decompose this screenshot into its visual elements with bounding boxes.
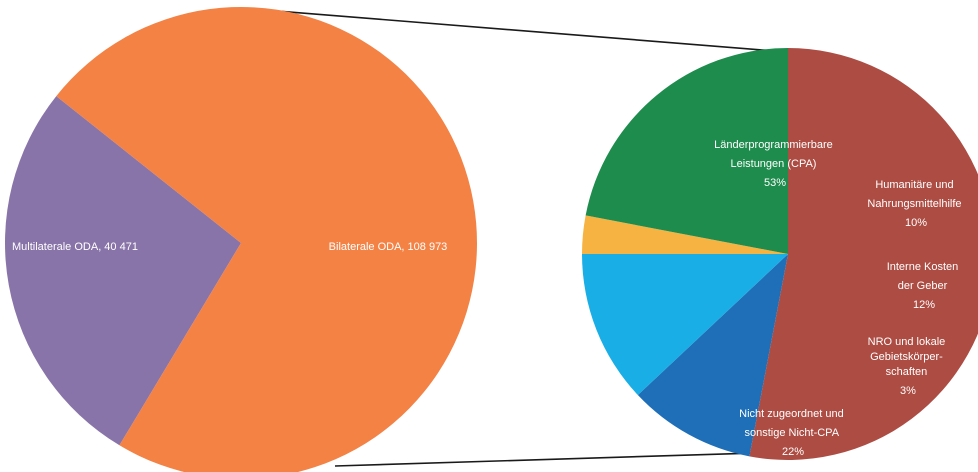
detail-pie-slice-1 — [637, 254, 788, 457]
label-bilateral-oda: Bilaterale ODA, 108 973 — [329, 241, 448, 253]
label-ngo-local-authorities: NRO und lokale Gebietskörper- schaften 3… — [868, 336, 949, 397]
label-unallocated-other-non-cpa: Nicht zugeordnet und sonstige Nicht-CPA … — [739, 408, 847, 458]
main-pie-slice-0 — [4, 96, 241, 446]
label-humanitarian-food-aid: Humanitäre und Nahrungsmittelhilfe 10% — [867, 179, 964, 229]
label-multilateral-oda: Multilaterale ODA, 40 471 — [12, 241, 138, 253]
connector-line-top — [251, 8, 813, 55]
label-cpa: Länderprogrammierbare Leistungen (CPA) 5… — [714, 139, 836, 189]
main-pie-slice-1 — [56, 7, 477, 472]
label-donor-internal-costs: Interne Kosten der Geber 12% — [887, 261, 962, 311]
pie-oda-total — [4, 7, 477, 472]
detail-pie-slice-4 — [585, 48, 788, 254]
detail-pie-slice-2 — [582, 254, 788, 396]
detail-pie-slice-0 — [749, 48, 978, 460]
pie-bilateral-breakdown — [582, 48, 978, 460]
detail-pie-slice-3 — [582, 215, 788, 254]
